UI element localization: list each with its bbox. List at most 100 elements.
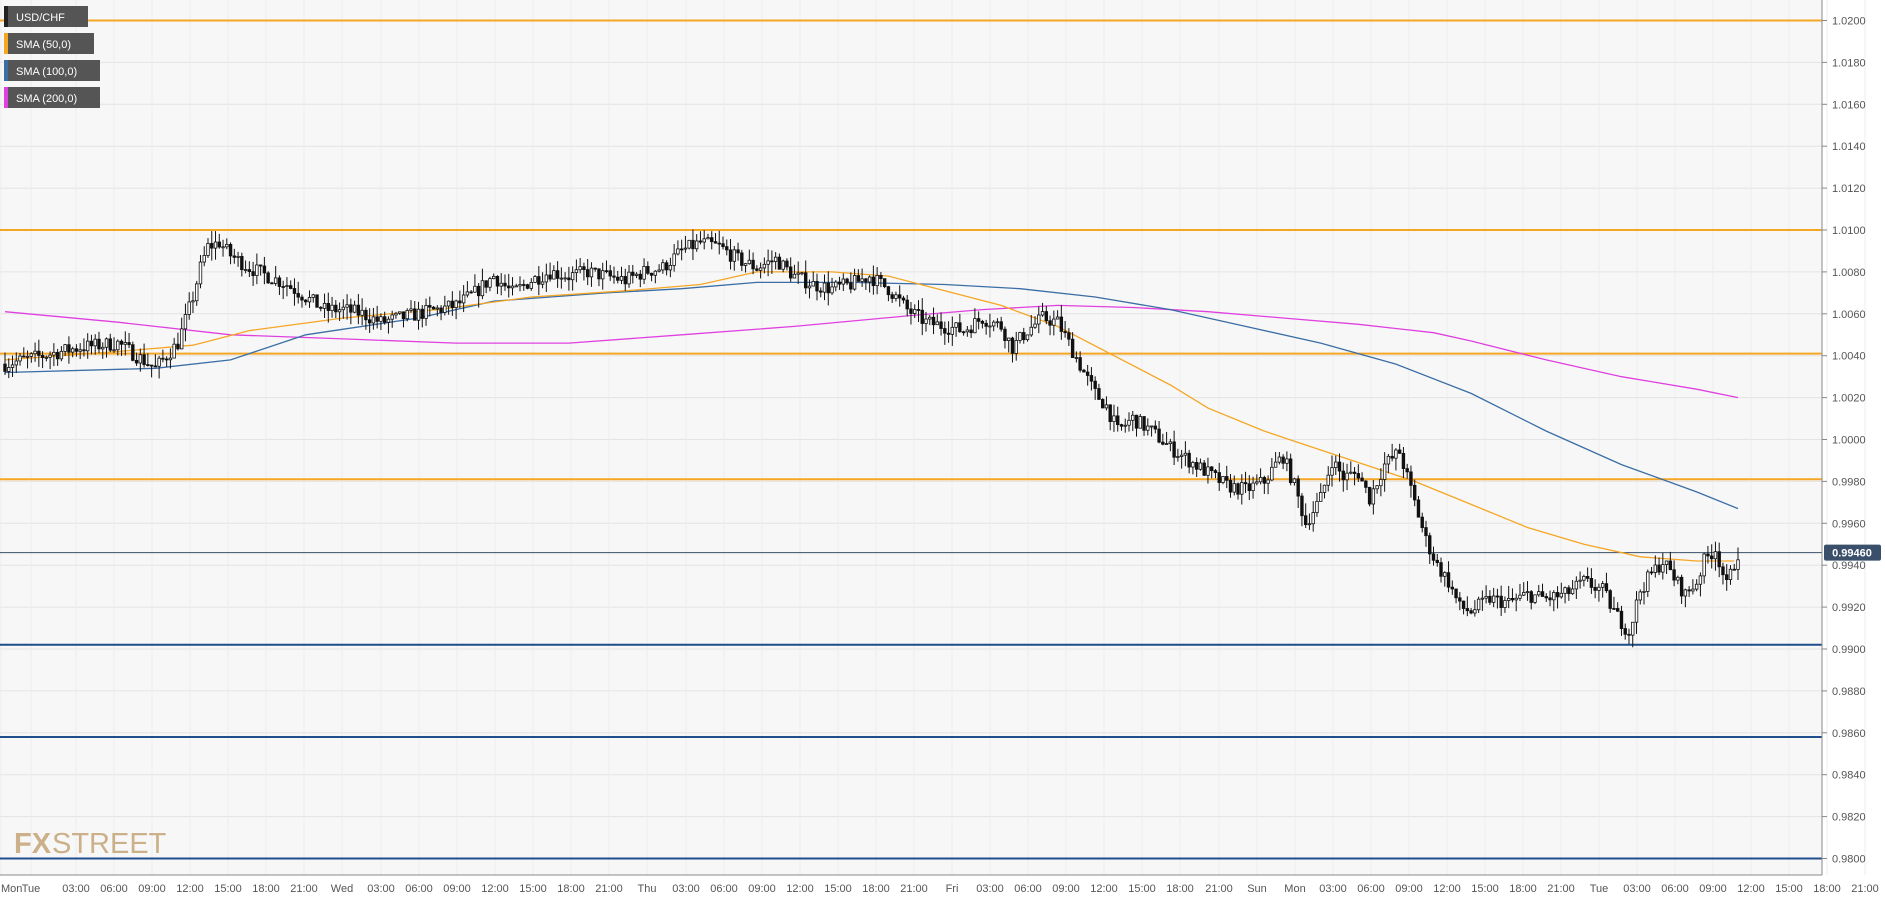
candle-body	[698, 240, 703, 243]
candle-body	[627, 271, 631, 285]
candle-body	[856, 275, 861, 282]
candle-body	[1446, 572, 1451, 588]
candle-body	[1413, 484, 1417, 501]
candle-body	[751, 259, 755, 270]
candle-body	[345, 304, 349, 308]
candle-body	[649, 272, 654, 276]
x-tick-label: 21:00	[595, 883, 623, 895]
candle-body	[1469, 610, 1473, 614]
candle-body	[33, 350, 37, 355]
candle-body	[503, 282, 507, 287]
level-layer	[0, 19, 1822, 860]
candle-body	[991, 321, 996, 327]
y-tick-label: 1.0200	[1832, 16, 1866, 28]
candle-body	[1010, 337, 1015, 354]
candle-body	[1631, 621, 1635, 636]
fxstreet-logo: FX STREET	[14, 828, 167, 860]
candle-body	[292, 288, 297, 294]
candle-body	[1600, 583, 1605, 588]
candle-body	[1522, 592, 1526, 596]
candle-body	[495, 275, 500, 287]
candle-body	[1210, 466, 1214, 472]
logo-street: STREET	[52, 828, 167, 860]
candle-body	[341, 306, 346, 311]
x-tick-label: Mon	[1, 883, 22, 895]
candle-body	[168, 357, 173, 361]
candle-body	[574, 269, 579, 274]
candle-body	[920, 309, 924, 324]
candle-body	[811, 281, 815, 287]
candle-body	[1048, 320, 1052, 326]
candle-body	[161, 357, 165, 360]
legend-item-label: SMA (200,0)	[16, 93, 77, 105]
candle-body	[1082, 369, 1086, 373]
candle-body	[428, 305, 432, 308]
candle-body	[616, 276, 620, 281]
candle-body	[1116, 415, 1120, 425]
x-tick-label: 06:00	[1014, 883, 1042, 895]
candle-body	[601, 270, 605, 280]
candle-layer	[3, 229, 1740, 648]
legend-item-swatch	[4, 60, 8, 81]
current-price-label: 0.99460	[1832, 548, 1872, 560]
x-tick-label: 09:00	[443, 883, 471, 895]
candle-body	[1191, 461, 1195, 468]
candle-body	[382, 316, 387, 323]
candle-body	[589, 267, 594, 278]
candle-body	[1578, 579, 1582, 582]
candle-body	[1612, 608, 1616, 610]
current-price-badge	[1824, 544, 1881, 561]
candle-body	[1247, 483, 1252, 491]
candle-body	[277, 277, 282, 287]
candle-body	[1258, 477, 1263, 483]
candle-body	[1570, 588, 1575, 595]
candle-body	[420, 308, 424, 319]
x-tick-label: 03:00	[62, 883, 90, 895]
candle-body	[1533, 594, 1537, 603]
y-tick-label: 0.9900	[1832, 644, 1866, 656]
candle-body	[740, 252, 744, 266]
candle-body	[469, 291, 473, 294]
candle-body	[330, 304, 334, 311]
candle-body	[1330, 467, 1334, 476]
candle-body	[773, 256, 778, 262]
candle-body	[217, 241, 221, 248]
candle-body	[1694, 583, 1699, 590]
candle-body	[1480, 597, 1485, 600]
candle-body	[304, 299, 308, 303]
candle-body	[1668, 560, 1673, 571]
candle-body	[499, 282, 503, 287]
candle-body	[954, 322, 958, 328]
candle-body	[762, 263, 767, 269]
candle-body	[413, 308, 417, 321]
y-tick-label: 0.9960	[1832, 518, 1866, 530]
candle-body	[138, 354, 143, 364]
candle-body	[604, 270, 609, 273]
candle-body	[1033, 323, 1037, 328]
candle-body	[522, 284, 526, 286]
candle-body	[555, 270, 560, 279]
candle-body	[1341, 470, 1345, 481]
candle-body	[172, 343, 176, 359]
candle-body	[1014, 340, 1018, 354]
candle-body	[706, 237, 710, 240]
candle-body	[1055, 316, 1060, 320]
candle-body	[834, 281, 838, 288]
candle-body	[608, 270, 612, 277]
candle-body	[270, 282, 274, 285]
candle-body	[1529, 591, 1533, 603]
candle-body	[533, 276, 537, 283]
candle-body	[112, 349, 116, 352]
candle-body	[995, 321, 1000, 324]
legend-item-bg	[4, 6, 88, 27]
candle-body	[1582, 576, 1586, 581]
candle-body	[375, 316, 379, 322]
candle-body	[1683, 589, 1688, 597]
candle-body	[1506, 597, 1511, 601]
candle-body	[1052, 318, 1056, 326]
candle-body	[146, 364, 150, 366]
candle-body	[1555, 592, 1560, 598]
x-tick-label: 12:00	[786, 883, 814, 895]
candle-body	[1078, 357, 1082, 371]
candle-body	[1063, 331, 1067, 334]
